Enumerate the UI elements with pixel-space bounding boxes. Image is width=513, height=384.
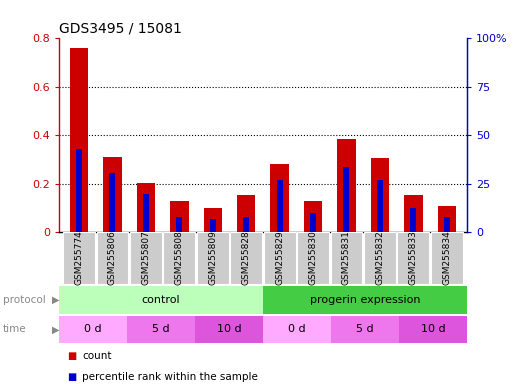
Text: 0 d: 0 d [84, 324, 102, 334]
Bar [263, 316, 331, 343]
Bar [130, 232, 162, 284]
Bar [243, 217, 249, 232]
Text: GSM255831: GSM255831 [342, 230, 351, 285]
Text: protocol: protocol [3, 295, 45, 305]
Bar [164, 232, 195, 284]
Bar [404, 195, 423, 232]
Bar [103, 157, 122, 232]
Bar [96, 232, 128, 284]
Bar [59, 316, 127, 343]
Bar [344, 167, 349, 232]
Bar [127, 316, 195, 343]
Text: 5 d: 5 d [356, 324, 373, 334]
Bar [410, 208, 417, 232]
Bar [264, 232, 295, 284]
Bar [377, 180, 383, 232]
Bar [398, 232, 429, 284]
Bar [59, 286, 263, 314]
Text: GSM255833: GSM255833 [409, 230, 418, 285]
Bar [76, 149, 82, 232]
Bar [438, 206, 456, 232]
Bar [170, 201, 189, 232]
Text: percentile rank within the sample: percentile rank within the sample [82, 372, 258, 382]
Text: 10 d: 10 d [421, 324, 445, 334]
Text: GSM255809: GSM255809 [208, 230, 218, 285]
Bar [297, 232, 329, 284]
Bar [337, 139, 356, 232]
Bar [197, 232, 229, 284]
Bar [237, 195, 255, 232]
Text: GSM255829: GSM255829 [275, 230, 284, 285]
Bar [70, 48, 88, 232]
Text: progerin expression: progerin expression [310, 295, 420, 305]
Text: control: control [142, 295, 180, 305]
Bar [331, 316, 399, 343]
Bar [364, 232, 396, 284]
Text: GSM255834: GSM255834 [442, 230, 451, 285]
Bar [270, 164, 289, 232]
Text: time: time [3, 324, 26, 334]
Text: GSM255828: GSM255828 [242, 230, 251, 285]
Text: GSM255830: GSM255830 [308, 230, 318, 285]
Bar [109, 173, 115, 232]
Bar [143, 194, 149, 232]
Text: ▶: ▶ [52, 295, 59, 305]
Bar [195, 316, 263, 343]
Text: ■: ■ [67, 372, 76, 382]
Bar [330, 232, 362, 284]
Bar [137, 183, 155, 232]
Text: count: count [82, 351, 112, 361]
Text: GSM255806: GSM255806 [108, 230, 117, 285]
Bar [431, 232, 463, 284]
Bar [310, 213, 316, 232]
Text: GDS3495 / 15081: GDS3495 / 15081 [59, 22, 182, 36]
Bar [444, 217, 450, 232]
Text: ▶: ▶ [52, 324, 59, 334]
Bar [371, 158, 389, 232]
Bar [204, 208, 222, 232]
Text: GSM255774: GSM255774 [74, 230, 84, 285]
Bar [63, 232, 95, 284]
Bar [277, 180, 283, 232]
Bar [399, 316, 467, 343]
Bar [176, 217, 182, 232]
Text: GSM255808: GSM255808 [175, 230, 184, 285]
Text: GSM255807: GSM255807 [142, 230, 150, 285]
Text: ■: ■ [67, 351, 76, 361]
Text: 10 d: 10 d [216, 324, 241, 334]
Bar [210, 219, 216, 232]
Text: 0 d: 0 d [288, 324, 306, 334]
Bar [230, 232, 262, 284]
Text: GSM255832: GSM255832 [376, 230, 384, 285]
Bar [263, 286, 467, 314]
Text: 5 d: 5 d [152, 324, 170, 334]
Bar [304, 201, 322, 232]
